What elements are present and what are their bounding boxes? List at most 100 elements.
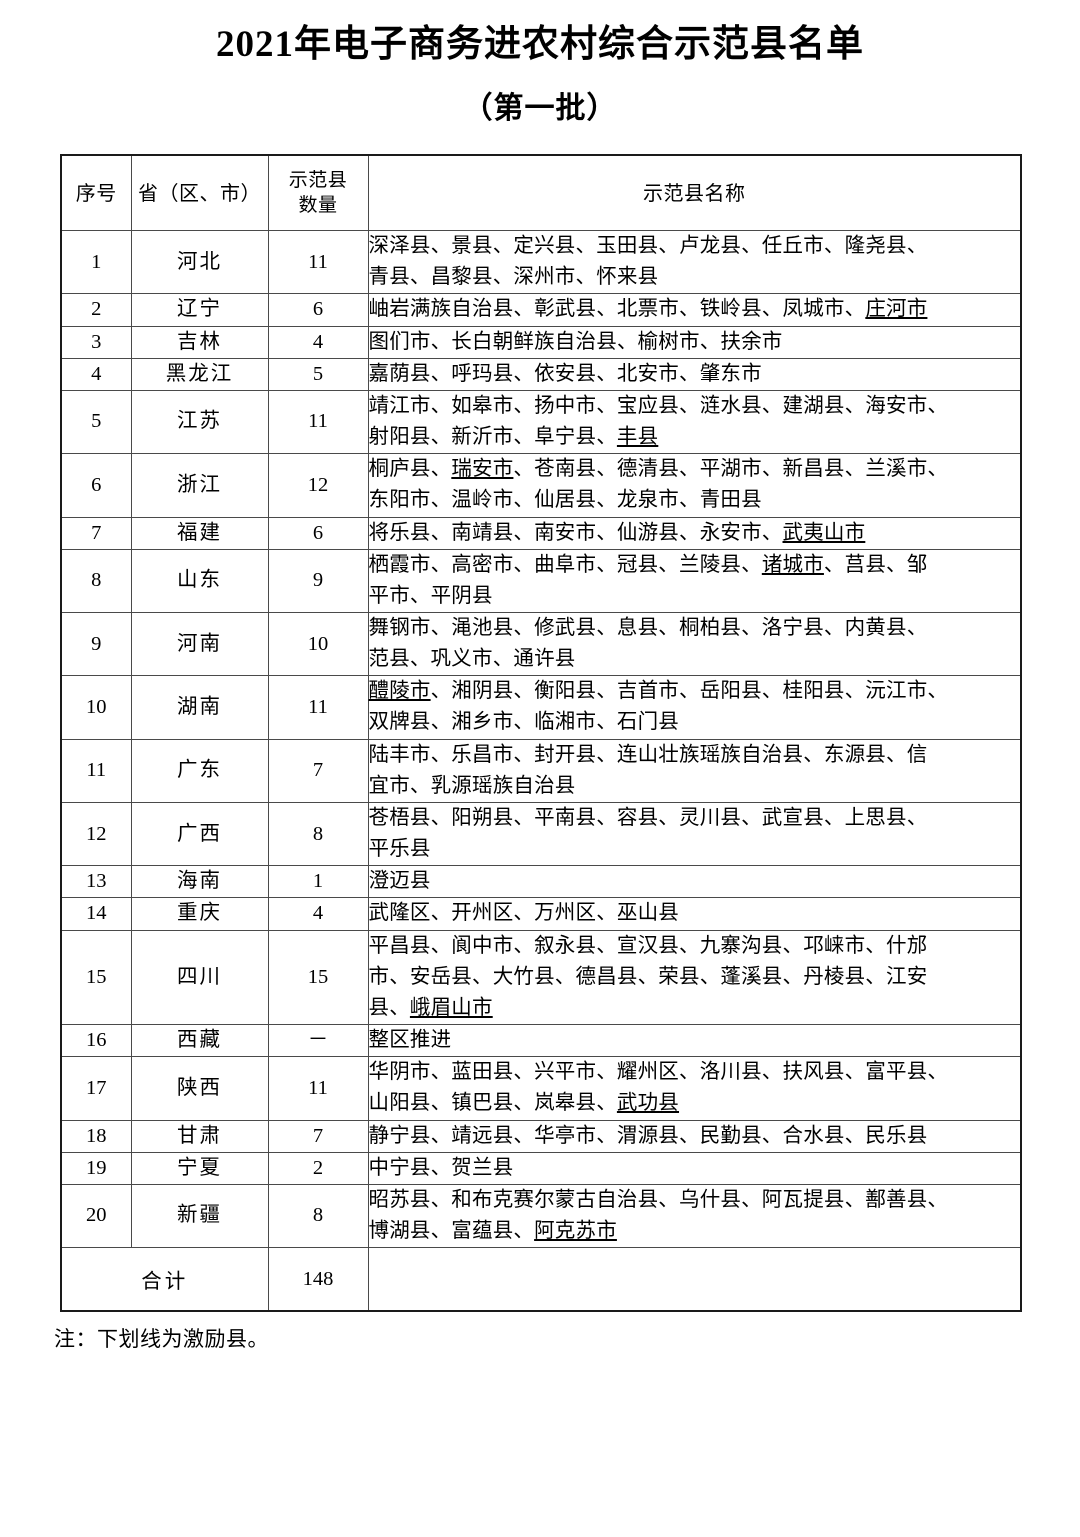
county-name-segment: 博湖县、富蕴县、 — [368, 1219, 535, 1242]
cell-province: 甘肃 — [130, 1119, 269, 1153]
county-name-segment: 山阳县、镇巴县、岚皋县、 — [368, 1092, 617, 1115]
table-header: 序号 省（区、市） 示范县 数量 示范县名称 — [60, 154, 1022, 232]
cell-province: 江苏 — [130, 389, 269, 455]
county-name-segment: 将乐县、南靖县、南安市、仙游县、永安市、 — [368, 521, 783, 544]
county-names-line: 岫岩满族自治县、彰武县、北票市、铁岭县、凤城市、庄河市 — [369, 294, 1021, 325]
table-row: 18 甘肃 7 静宁县、靖远县、华亭市、渭源县、民勤县、合水县、民乐县 — [60, 1119, 1022, 1153]
table-row: 4 黑龙江 5 嘉荫县、呼玛县、依安县、北安市、肇东市 — [60, 357, 1022, 391]
column-header-names: 示范县名称 — [367, 154, 1022, 232]
cell-province: 河南 — [130, 611, 269, 677]
cell-seq: 8 — [60, 548, 132, 614]
county-name-segment: 岫岩满族自治县、彰武县、北票市、铁岭县、凤城市、 — [368, 298, 866, 321]
cell-seq: 12 — [60, 801, 132, 867]
county-names-line: 醴陵市、湘阴县、衡阳县、吉首市、岳阳县、桂阳县、沅江市、 — [369, 676, 1021, 707]
county-names-line: 东阳市、温岭市、仙居县、龙泉市、青田县 — [369, 485, 1021, 516]
cell-seq: 14 — [60, 897, 132, 931]
total-names — [367, 1247, 1022, 1312]
county-name-segment: 市、安岳县、大竹县、德昌县、荣县、蓬溪县、丹棱县、江安 — [368, 965, 928, 988]
cell-count: 11 — [267, 389, 369, 455]
cell-county-names: 嘉荫县、呼玛县、依安县、北安市、肇东市 — [367, 357, 1022, 391]
cell-county-names: 陆丰市、乐昌市、封开县、连山壮族瑶族自治县、东源县、信 宜市、乳源瑶族自治县 — [367, 738, 1022, 803]
table-row: 5 江苏 11 靖江市、如皋市、扬中市、宝应县、涟水县、建湖县、海安市、 射阳县、新沂市… — [60, 389, 1022, 455]
cell-count: 11 — [267, 1056, 369, 1121]
county-name-segment: 、莒县、邹 — [823, 553, 928, 576]
county-names-line: 舞钢市、渑池县、修武县、息县、桐柏县、洛宁县、内黄县、 — [369, 613, 1021, 644]
county-names-line: 武隆区、开州区、万州区、巫山县 — [369, 898, 1021, 929]
county-names-line: 宜市、乳源瑶族自治县 — [369, 771, 1021, 802]
cell-county-names: 舞钢市、渑池县、修武县、息县、桐柏县、洛宁县、内黄县、 范县、巩义市、通许县 — [367, 611, 1022, 677]
table-footer: 合计 148 — [60, 1247, 1022, 1312]
county-name-segment: 苍梧县、阳朔县、平南县、容县、灵川县、武宣县、上思县、 — [368, 806, 928, 829]
cell-county-names: 平昌县、阆中市、叙永县、宣汉县、九寨沟县、邛崃市、什邡 市、安岳县、大竹县、德昌县… — [367, 929, 1022, 1026]
county-name-segment: 澄迈县 — [368, 870, 431, 893]
table-row: 11 广东 7 陆丰市、乐昌市、封开县、连山壮族瑶族自治县、东源县、信 宜市、乳源瑶族自… — [60, 738, 1022, 803]
cell-province: 西藏 — [130, 1024, 269, 1058]
cell-county-names: 深泽县、景县、定兴县、玉田县、卢龙县、任丘市、隆尧县、 青县、昌黎县、深州市、怀来… — [367, 230, 1022, 295]
cell-province: 重庆 — [130, 897, 269, 931]
incentive-county-name: 庄河市 — [865, 298, 928, 321]
cell-seq: 10 — [60, 675, 132, 740]
cell-county-names: 图们市、长白朝鲜族自治县、榆树市、扶余市 — [367, 325, 1022, 359]
cell-count: 7 — [267, 1119, 369, 1153]
cell-count: 4 — [267, 325, 369, 359]
cell-province: 广西 — [130, 801, 269, 867]
county-name-segment: 平乐县 — [368, 838, 431, 861]
cell-count: 10 — [267, 611, 369, 677]
incentive-county-name: 丰县 — [616, 426, 659, 449]
page-subtitle: （第一批） — [462, 92, 618, 126]
cell-count: 6 — [267, 293, 369, 327]
cell-seq: 5 — [60, 389, 132, 455]
county-names-line: 平乐县 — [369, 834, 1021, 865]
cell-count: 9 — [267, 548, 369, 614]
cell-province: 湖南 — [130, 675, 269, 740]
county-names-line: 平市、平阴县 — [369, 581, 1021, 612]
cell-county-names: 靖江市、如皋市、扬中市、宝应县、涟水县、建湖县、海安市、 射阳县、新沂市、阜宁县、… — [367, 389, 1022, 455]
column-header-seq: 序号 — [60, 154, 132, 232]
cell-province: 吉林 — [130, 325, 269, 359]
column-header-province: 省（区、市） — [130, 154, 269, 232]
table-container: 序号 省（区、市） 示范县 数量 示范县名称 1 河北 11 深泽县、景县、定兴县、玉… — [60, 154, 1022, 1313]
cell-seq: 19 — [60, 1151, 132, 1185]
cell-count: 12 — [267, 453, 369, 518]
incentive-county-name: 诸城市 — [761, 553, 824, 576]
cell-count: 8 — [267, 801, 369, 867]
county-names-line: 静宁县、靖远县、华亭市、渭源县、民勤县、合水县、民乐县 — [369, 1121, 1021, 1152]
table-row: 6 浙江 12 桐庐县、瑞安市、苍南县、德清县、平湖市、新昌县、兰溪市、 东阳市、温岭市… — [60, 453, 1022, 518]
county-names-line: 华阴市、蓝田县、兴平市、耀州区、洛川县、扶风县、富平县、 — [369, 1057, 1021, 1088]
county-names-line: 靖江市、如皋市、扬中市、宝应县、涟水县、建湖县、海安市、 — [369, 391, 1021, 422]
cell-county-names: 中宁县、贺兰县 — [367, 1151, 1022, 1185]
cell-seq: 7 — [60, 516, 132, 550]
county-names-line: 市、安岳县、大竹县、德昌县、荣县、蓬溪县、丹棱县、江安 — [369, 962, 1021, 993]
county-name-segment: 栖霞市、高密市、曲阜市、冠县、兰陵县、 — [368, 553, 762, 576]
cell-seq: 13 — [60, 865, 132, 899]
table-row: 3 吉林 4 图们市、长白朝鲜族自治县、榆树市、扶余市 — [60, 325, 1022, 359]
cell-seq: 3 — [60, 325, 132, 359]
county-name-segment: 县、 — [368, 996, 410, 1019]
cell-province: 宁夏 — [130, 1151, 269, 1185]
cell-province: 广东 — [130, 738, 269, 803]
cell-county-names: 昭苏县、和布克赛尔蒙古自治县、乌什县、阿瓦提县、鄯善县、 博湖县、富蕴县、阿克苏市 — [367, 1183, 1022, 1249]
cell-count: 4 — [267, 897, 369, 931]
column-header-count-line2: 数量 — [298, 194, 338, 217]
county-names-line: 双牌县、湘乡市、临湘市、石门县 — [369, 707, 1021, 738]
county-names-line: 昭苏县、和布克赛尔蒙古自治县、乌什县、阿瓦提县、鄯善县、 — [369, 1185, 1021, 1216]
cell-count: 8 — [267, 1183, 369, 1249]
cell-province: 新疆 — [130, 1183, 269, 1249]
table-body: 1 河北 11 深泽县、景县、定兴县、玉田县、卢龙县、任丘市、隆尧县、 青县、昌黎县、深… — [60, 230, 1022, 1249]
cell-county-names: 栖霞市、高密市、曲阜市、冠县、兰陵县、诸城市、莒县、邹平市、平阴县 — [367, 548, 1022, 614]
county-names-line: 博湖县、富蕴县、阿克苏市 — [369, 1216, 1021, 1247]
county-names-line: 平昌县、阆中市、叙永县、宣汉县、九寨沟县、邛崃市、什邡 — [369, 931, 1021, 962]
county-name-segment: 中宁县、贺兰县 — [368, 1156, 514, 1179]
cell-county-names: 桐庐县、瑞安市、苍南县、德清县、平湖市、新昌县、兰溪市、 东阳市、温岭市、仙居县、… — [367, 453, 1022, 518]
total-row: 合计 148 — [60, 1247, 1022, 1312]
county-name-segment: 平昌县、阆中市、叙永县、宣汉县、九寨沟县、邛崃市、什邡 — [368, 934, 928, 957]
header-row: 序号 省（区、市） 示范县 数量 示范县名称 — [60, 154, 1022, 232]
cell-seq: 15 — [60, 929, 132, 1026]
county-names-line: 图们市、长白朝鲜族自治县、榆树市、扶余市 — [369, 327, 1021, 358]
cell-count: 6 — [267, 516, 369, 550]
incentive-county-name: 武夷山市 — [782, 521, 866, 544]
county-name-segment: 青县、昌黎县、深州市、怀来县 — [368, 266, 659, 289]
county-names-line: 整区推进 — [369, 1025, 1021, 1056]
county-name-segment: 舞钢市、渑池县、修武县、息县、桐柏县、洛宁县、内黄县、 — [368, 617, 928, 639]
county-name-segment: 深泽县、景县、定兴县、玉田县、卢龙县、任丘市、隆尧县、 — [368, 235, 928, 258]
